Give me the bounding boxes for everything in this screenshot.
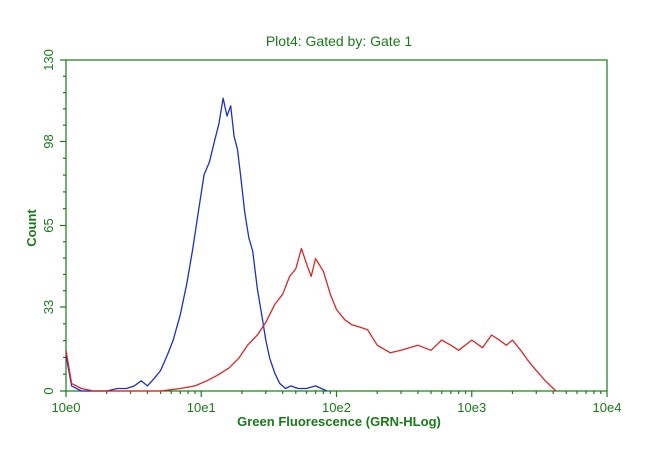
red-histogram-line — [65, 247, 557, 392]
plot-frame — [65, 59, 608, 392]
x-axis-title: Green Fluorescence (GRN-HLog) — [237, 414, 441, 429]
blue-histogram-line — [65, 97, 328, 392]
series-layer — [65, 97, 557, 392]
y-tick-label: 98 — [41, 134, 56, 148]
x-axis: 10e0 10e1 10e2 10e3 10e4 — [52, 391, 622, 415]
x-tick-label: 10e1 — [187, 400, 216, 415]
y-axis-title: Count — [24, 209, 39, 247]
y-tick-label: 0 — [41, 387, 56, 394]
x-tick-label: 10e0 — [52, 400, 81, 415]
y-tick-label: 33 — [41, 300, 56, 314]
y-axis: 0 33 65 98 130 — [41, 49, 66, 395]
x-tick-label: 10e4 — [593, 400, 622, 415]
x-tick-label: 10e2 — [322, 400, 351, 415]
y-tick-label: 65 — [41, 218, 56, 232]
chart-title: Plot4: Gated by: Gate 1 — [266, 33, 413, 49]
y-tick-label: 130 — [41, 49, 56, 71]
x-tick-label: 10e3 — [457, 400, 486, 415]
